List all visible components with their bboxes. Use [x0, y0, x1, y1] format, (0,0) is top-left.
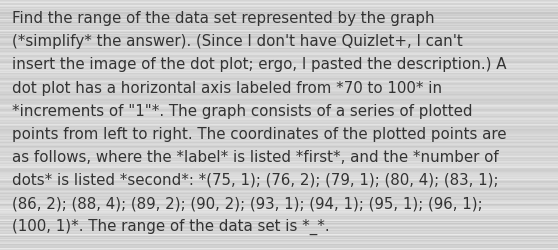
Text: points from left to right. The coordinates of the plotted points are: points from left to right. The coordinat…: [12, 126, 507, 141]
Text: dot plot has a horizontal axis labeled from *70 to 100* in: dot plot has a horizontal axis labeled f…: [12, 80, 442, 95]
Text: Find the range of the data set represented by the graph: Find the range of the data set represent…: [12, 11, 435, 26]
Text: *increments of "1"*. The graph consists of a series of plotted: *increments of "1"*. The graph consists …: [12, 103, 473, 118]
Text: (86, 2); (88, 4); (89, 2); (90, 2); (93, 1); (94, 1); (95, 1); (96, 1);: (86, 2); (88, 4); (89, 2); (90, 2); (93,…: [12, 195, 483, 210]
Text: insert the image of the dot plot; ergo, I pasted the description.) A: insert the image of the dot plot; ergo, …: [12, 57, 507, 72]
Text: (100, 1)*. The range of the data set is *_*.: (100, 1)*. The range of the data set is …: [12, 218, 330, 234]
Text: as follows, where the *label* is listed *first*, and the *number of: as follows, where the *label* is listed …: [12, 149, 499, 164]
Text: (*simplify* the answer). (Since I don't have Quizlet+, I can't: (*simplify* the answer). (Since I don't …: [12, 34, 463, 49]
Text: dots* is listed *second*: *(75, 1); (76, 2); (79, 1); (80, 4); (83, 1);: dots* is listed *second*: *(75, 1); (76,…: [12, 172, 499, 187]
